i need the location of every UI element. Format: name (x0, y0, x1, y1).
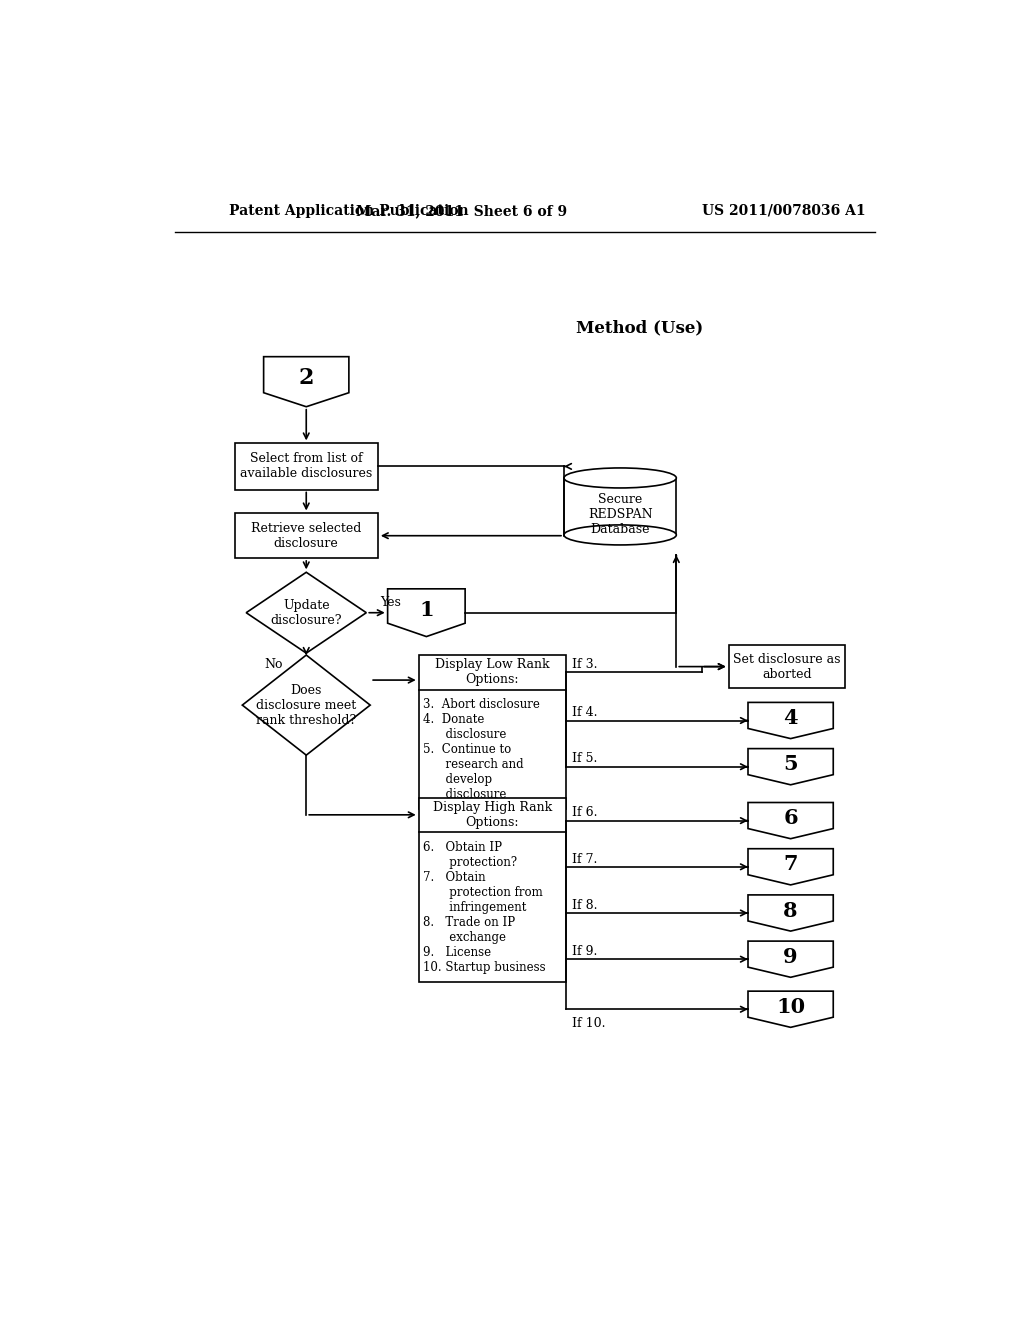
Bar (564, 478, 676, 535)
Bar (419, 655, 566, 809)
Polygon shape (748, 748, 834, 785)
Text: 2: 2 (299, 367, 314, 389)
Bar (234, 513, 378, 558)
Text: 7: 7 (783, 854, 798, 874)
Polygon shape (748, 803, 834, 838)
Polygon shape (748, 895, 834, 931)
Polygon shape (748, 991, 834, 1027)
Text: If 3.: If 3. (572, 659, 598, 671)
Text: If 7.: If 7. (572, 853, 597, 866)
Text: 9: 9 (783, 946, 798, 966)
Text: Method (Use): Method (Use) (575, 319, 703, 337)
Text: No: No (264, 659, 283, 671)
Text: 6: 6 (783, 808, 798, 828)
Text: 4: 4 (783, 709, 798, 729)
Text: Yes: Yes (380, 597, 401, 610)
Bar (729, 645, 845, 688)
Text: Display Low Rank
Options:: Display Low Rank Options: (435, 659, 550, 686)
Bar (419, 797, 566, 982)
Text: Does
disclosure meet
rank threshold?: Does disclosure meet rank threshold? (256, 684, 356, 726)
Polygon shape (246, 573, 367, 653)
Text: 1: 1 (419, 599, 434, 619)
Text: If 8.: If 8. (572, 899, 598, 912)
Text: Update
disclosure?: Update disclosure? (270, 599, 342, 627)
Text: Mar. 31, 2011  Sheet 6 of 9: Mar. 31, 2011 Sheet 6 of 9 (355, 203, 567, 218)
Text: Retrieve selected
disclosure: Retrieve selected disclosure (251, 521, 361, 549)
Text: Set disclosure as
aborted: Set disclosure as aborted (733, 652, 841, 681)
Polygon shape (388, 589, 465, 636)
Text: If 5.: If 5. (572, 752, 597, 766)
Polygon shape (748, 849, 834, 884)
Text: 3.  Abort disclosure
4.  Donate
      disclosure
5.  Continue to
      research : 3. Abort disclosure 4. Donate disclosure… (423, 698, 540, 801)
Ellipse shape (564, 525, 676, 545)
Text: Select from list of
available disclosures: Select from list of available disclosure… (240, 453, 373, 480)
Text: If 4.: If 4. (572, 706, 598, 719)
Text: Patent Application Publication: Patent Application Publication (228, 203, 468, 218)
Text: 6.   Obtain IP
       protection?
7.   Obtain
       protection from
       infr: 6. Obtain IP protection? 7. Obtain prote… (423, 841, 546, 974)
Polygon shape (243, 655, 371, 755)
Polygon shape (748, 702, 834, 739)
Text: Display High Rank
Options:: Display High Rank Options: (432, 801, 552, 829)
Polygon shape (748, 941, 834, 977)
Text: If 10.: If 10. (572, 1016, 605, 1030)
Text: 10: 10 (776, 997, 805, 1016)
Bar (234, 444, 378, 490)
Ellipse shape (564, 469, 676, 488)
Text: If 9.: If 9. (572, 945, 597, 958)
Text: If 6.: If 6. (572, 807, 598, 820)
Text: 8: 8 (783, 900, 798, 920)
Text: US 2011/0078036 A1: US 2011/0078036 A1 (701, 203, 865, 218)
Text: Secure
REDSPAN
Database: Secure REDSPAN Database (588, 494, 652, 536)
Text: 5: 5 (783, 755, 798, 775)
Polygon shape (263, 356, 349, 407)
